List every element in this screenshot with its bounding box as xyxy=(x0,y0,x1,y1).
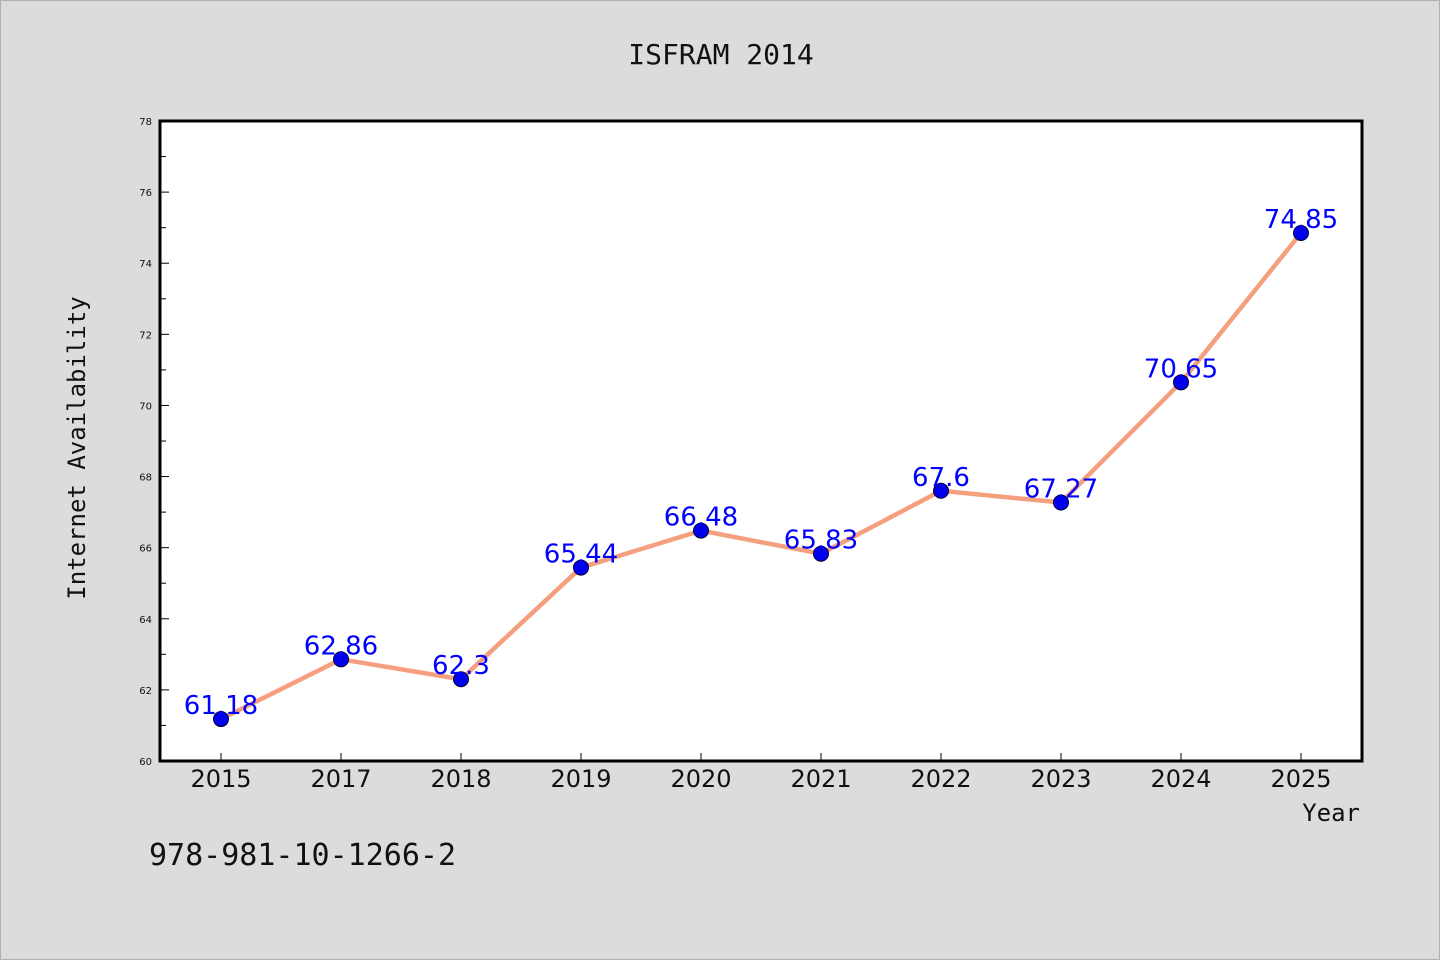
y-tick-label: 66 xyxy=(139,544,152,555)
y-tick-label: 74 xyxy=(139,259,152,270)
data-point xyxy=(1293,225,1309,241)
y-tick-label: 76 xyxy=(139,188,152,199)
y-axis: 60 62 64 66 68 70 72 74 76 78 xyxy=(139,117,169,768)
y-axis-label: Internet Availability xyxy=(63,296,91,599)
y-tick-label: 70 xyxy=(139,401,152,412)
data-label: 61.18 xyxy=(184,691,258,721)
data-point xyxy=(453,671,469,688)
chart-title: ISFRAM 2014 xyxy=(628,38,813,71)
data-label: 66.48 xyxy=(664,503,738,533)
data-point xyxy=(933,482,949,499)
data-point xyxy=(1173,374,1189,391)
series-layer: 61.18 62.86 62.3 65.44 66.48 65.83 67.6 67.27 70… xyxy=(184,205,1338,728)
data-label: 62.86 xyxy=(304,631,378,661)
x-tick-label: 2025 xyxy=(1270,765,1331,793)
data-point xyxy=(1053,494,1069,511)
data-label: 67.6 xyxy=(912,463,970,493)
x-tick-label: 2024 xyxy=(1150,765,1211,793)
x-axis: 2015 2017 2018 2019 2020 2021 2022 2023 2024 2025 xyxy=(190,753,1332,793)
data-label: 70.65 xyxy=(1144,354,1218,384)
series-line xyxy=(218,230,1304,722)
data-label: 62.3 xyxy=(432,651,490,681)
data-point xyxy=(813,545,829,562)
data-label: 65.83 xyxy=(784,526,858,556)
data-point xyxy=(213,711,229,728)
plot-area xyxy=(158,119,1364,763)
data-point xyxy=(693,522,709,539)
x-axis-label: Year xyxy=(1302,799,1360,827)
y-tick-label: 60 xyxy=(139,757,152,768)
y-tick-label: 62 xyxy=(139,686,152,697)
x-tick-label: 2020 xyxy=(670,765,731,793)
x-tick-label: 2017 xyxy=(310,765,371,793)
data-label: 65.44 xyxy=(544,540,618,570)
data-label: 67.27 xyxy=(1024,475,1098,505)
x-tick-label: 2019 xyxy=(550,765,611,793)
x-tick-label: 2023 xyxy=(1030,765,1091,793)
x-tick-label: 2015 xyxy=(190,765,251,793)
y-tick-label: 72 xyxy=(139,330,152,341)
y-tick-label: 78 xyxy=(139,117,152,128)
y-tick-label: 64 xyxy=(139,615,152,626)
x-tick-label: 2022 xyxy=(910,765,971,793)
isbn-text: 978-981-10-1266-2 xyxy=(149,838,456,873)
data-point xyxy=(333,651,349,668)
data-point xyxy=(573,559,589,576)
y-tick-label: 68 xyxy=(139,473,152,484)
x-tick-label: 2018 xyxy=(430,765,491,793)
data-label: 74.85 xyxy=(1264,205,1338,235)
x-tick-label: 2021 xyxy=(790,765,851,793)
